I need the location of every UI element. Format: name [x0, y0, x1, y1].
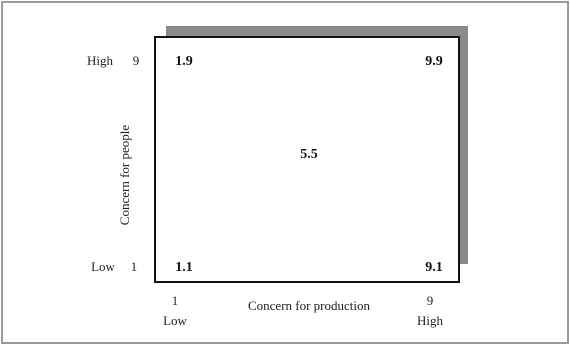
- grid-label: 1.9: [175, 54, 193, 69]
- grid-label: 1.1: [175, 260, 193, 275]
- x-low-value: 1: [172, 293, 179, 308]
- x-high-label: High: [417, 313, 444, 328]
- y-high-label: High: [87, 53, 114, 68]
- grid-label: 9.9: [425, 54, 443, 69]
- y-low-label: Low: [91, 259, 115, 274]
- y-high-value: 9: [133, 53, 140, 68]
- x-axis-title: Concern for production: [248, 298, 371, 313]
- y-low-value: 1: [131, 259, 138, 274]
- x-high-value: 9: [427, 293, 434, 308]
- grid-label: 9.1: [425, 260, 443, 275]
- y-axis-title: Concern for people: [117, 125, 132, 226]
- grid-label: 5.5: [300, 147, 318, 162]
- x-low-label: Low: [163, 313, 187, 328]
- grid-box: [154, 36, 460, 283]
